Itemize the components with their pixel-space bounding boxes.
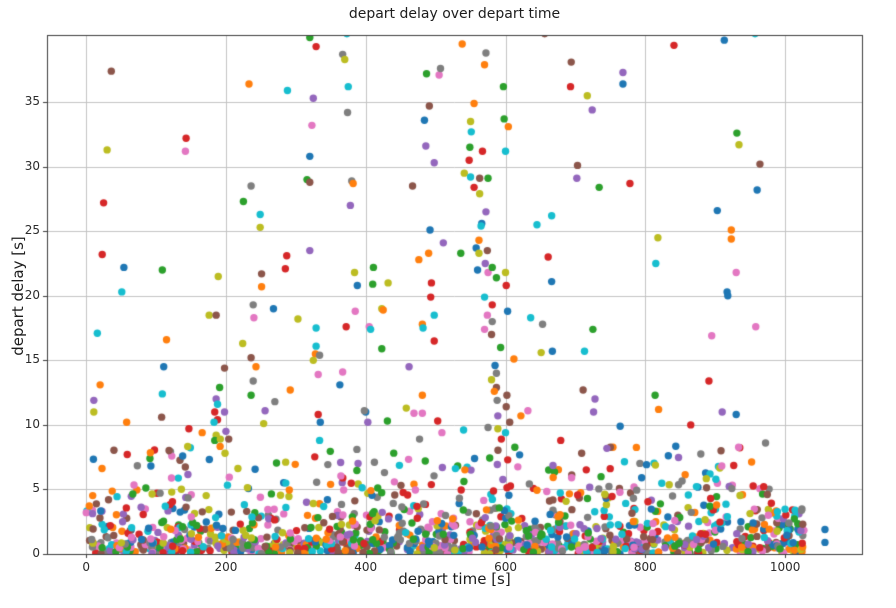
x-tick-label: 0	[82, 560, 90, 574]
y-tick-label: 20	[24, 287, 40, 302]
y-tick-label: 5	[32, 481, 40, 496]
y-tick-label: 35	[24, 94, 40, 109]
x-tick-label: 400	[354, 560, 378, 574]
chart-title: depart delay over depart time	[348, 6, 561, 22]
y-tick-label: 15	[24, 352, 40, 367]
x-tick-label: 800	[633, 560, 657, 574]
y-tick-label: 25	[24, 223, 40, 238]
x-tick-label: 600	[494, 560, 517, 574]
x-tick-label: 1000	[769, 560, 801, 574]
y-tick-label: 10	[24, 416, 40, 431]
y-tick-label: 30	[24, 158, 40, 173]
y-tick-label: 0	[32, 546, 40, 560]
x-axis-label: depart time [s]	[398, 570, 511, 588]
x-tick-label: 200	[214, 560, 238, 574]
